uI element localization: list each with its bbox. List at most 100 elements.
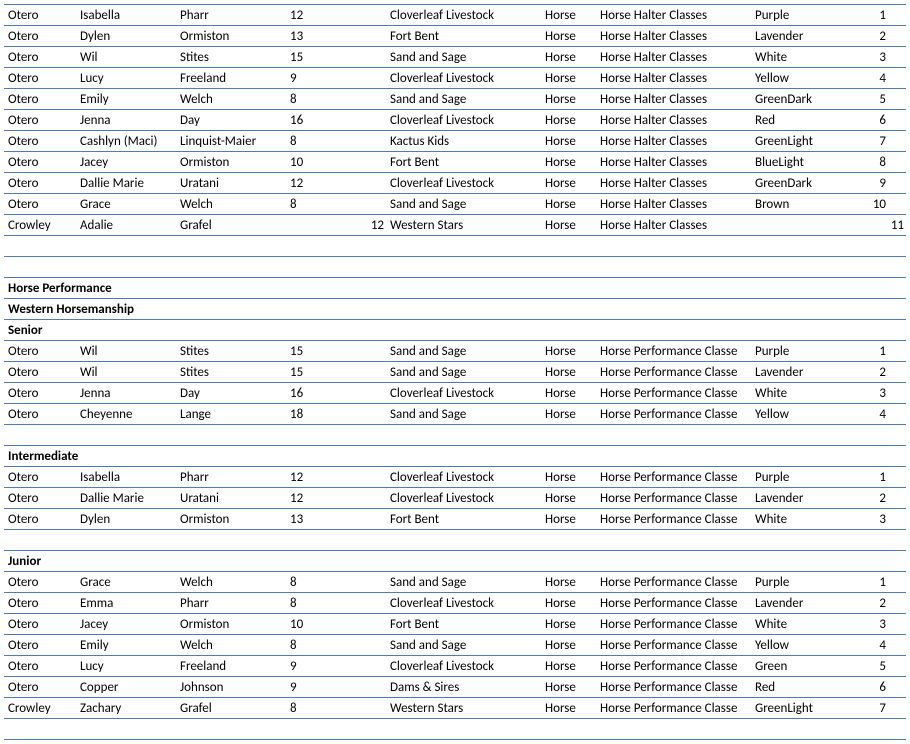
county-cell: Otero — [4, 47, 76, 68]
club-cell: Fort Bent — [386, 509, 541, 530]
lastname-cell: Welch — [176, 572, 286, 593]
firstname-cell: Wil — [76, 341, 176, 362]
ribbon-cell: Red — [751, 677, 831, 698]
place-cell: 7 — [831, 131, 906, 152]
lastname-cell: Freeland — [176, 656, 286, 677]
lastname-cell: Day — [176, 383, 286, 404]
animal-cell: Horse — [541, 194, 596, 215]
class-cell: Horse Performance Classe — [596, 341, 751, 362]
place-cell: 3 — [831, 509, 906, 530]
place-cell: 3 — [831, 614, 906, 635]
age-cell: 8 — [286, 635, 386, 656]
age-cell: 10 — [286, 614, 386, 635]
county-cell: Otero — [4, 656, 76, 677]
place-cell: 3 — [831, 47, 906, 68]
ribbon-cell — [751, 215, 831, 236]
lastname-cell: Stites — [176, 362, 286, 383]
animal-cell: Horse — [541, 5, 596, 26]
table-row: OteroWilStites15Sand and SageHorseHorse … — [4, 341, 906, 362]
club-cell: Sand and Sage — [386, 47, 541, 68]
class-cell: Horse Halter Classes — [596, 173, 751, 194]
club-cell: Cloverleaf Livestock — [386, 656, 541, 677]
county-cell: Otero — [4, 572, 76, 593]
county-cell: Otero — [4, 194, 76, 215]
animal-cell: Horse — [541, 26, 596, 47]
animal-cell: Horse — [541, 593, 596, 614]
ribbon-cell: Yellow — [751, 68, 831, 89]
separator-row — [4, 257, 906, 278]
table-row: OteroJennaDay16Cloverleaf LivestockHorse… — [4, 383, 906, 404]
firstname-cell: Jacey — [76, 152, 176, 173]
place-cell: 1 — [831, 572, 906, 593]
lastname-cell: Ormiston — [176, 26, 286, 47]
firstname-cell: Lucy — [76, 656, 176, 677]
class-cell: Horse Halter Classes — [596, 110, 751, 131]
age-cell: 16 — [286, 383, 386, 404]
animal-cell: Horse — [541, 89, 596, 110]
club-cell: Cloverleaf Livestock — [386, 593, 541, 614]
ribbon-cell: Purple — [751, 572, 831, 593]
county-cell: Otero — [4, 26, 76, 47]
club-cell: Cloverleaf Livestock — [386, 383, 541, 404]
animal-cell: Horse — [541, 467, 596, 488]
age-cell: 8 — [286, 194, 386, 215]
animal-cell: Horse — [541, 152, 596, 173]
lastname-cell: Uratani — [176, 173, 286, 194]
ribbon-cell: GreenDark — [751, 89, 831, 110]
county-cell: Otero — [4, 341, 76, 362]
class-cell: Horse Performance Classe — [596, 698, 751, 719]
county-cell: Otero — [4, 467, 76, 488]
firstname-cell: Grace — [76, 194, 176, 215]
place-cell: 5 — [831, 656, 906, 677]
club-cell: Sand and Sage — [386, 194, 541, 215]
county-cell: Otero — [4, 89, 76, 110]
firstname-cell: Cheyenne — [76, 404, 176, 425]
age-cell: 8 — [286, 593, 386, 614]
table-row: OteroCheyenneLange18Sand and SageHorseHo… — [4, 404, 906, 425]
class-cell: Horse Performance Classe — [596, 614, 751, 635]
class-cell: Horse Halter Classes — [596, 89, 751, 110]
class-cell: Horse Performance Classe — [596, 656, 751, 677]
age-cell: 8 — [286, 131, 386, 152]
ribbon-cell: Lavender — [751, 593, 831, 614]
age-cell: 8 — [286, 89, 386, 110]
county-cell: Otero — [4, 593, 76, 614]
place-cell: 2 — [831, 593, 906, 614]
animal-cell: Horse — [541, 488, 596, 509]
firstname-cell: Adalie — [76, 215, 176, 236]
animal-cell: Horse — [541, 404, 596, 425]
firstname-cell: Wil — [76, 362, 176, 383]
club-cell: Sand and Sage — [386, 362, 541, 383]
age-cell: 12 — [286, 488, 386, 509]
separator-row — [4, 425, 906, 446]
lastname-cell: Linquist-Maier — [176, 131, 286, 152]
age-cell: 9 — [286, 656, 386, 677]
club-cell: Sand and Sage — [386, 572, 541, 593]
section-intermediate-label: Intermediate — [4, 446, 906, 467]
ribbon-cell: Purple — [751, 5, 831, 26]
ribbon-cell: White — [751, 383, 831, 404]
firstname-cell: Cashlyn (Maci) — [76, 131, 176, 152]
firstname-cell: Emma — [76, 593, 176, 614]
lastname-cell: Grafel — [176, 698, 286, 719]
ribbon-cell: Purple — [751, 341, 831, 362]
section-horse-performance: Horse Performance — [4, 278, 906, 299]
place-cell: 1 — [831, 467, 906, 488]
section-junior-label: Junior — [4, 551, 906, 572]
firstname-cell: Dylen — [76, 509, 176, 530]
section-intermediate: Intermediate — [4, 446, 906, 467]
section-senior: Senior — [4, 320, 906, 341]
place-cell: 4 — [831, 404, 906, 425]
place-cell: 8 — [831, 152, 906, 173]
animal-cell: Horse — [541, 131, 596, 152]
animal-cell: Horse — [541, 656, 596, 677]
class-cell: Horse Performance Classe — [596, 572, 751, 593]
age-cell: 13 — [286, 26, 386, 47]
ribbon-cell: Yellow — [751, 635, 831, 656]
ribbon-cell: White — [751, 509, 831, 530]
table-row: OteroJennaDay16Cloverleaf LivestockHorse… — [4, 110, 906, 131]
place-cell: 10 — [831, 194, 906, 215]
club-cell: Cloverleaf Livestock — [386, 467, 541, 488]
animal-cell: Horse — [541, 215, 596, 236]
place-cell: 2 — [831, 488, 906, 509]
